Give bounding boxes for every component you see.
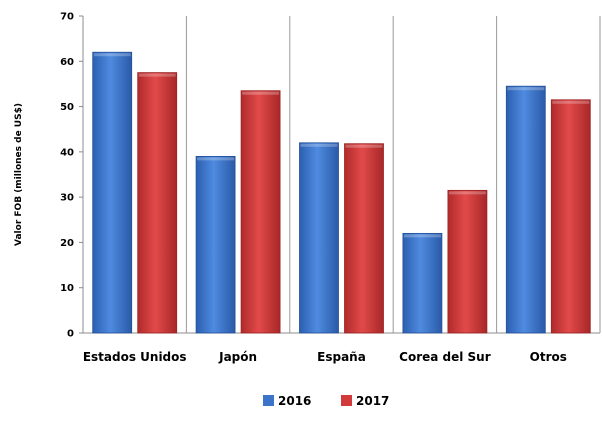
bar-2017-0 [137,72,178,334]
legend-label-2016: 2016 [278,394,311,408]
bar-highlight [93,53,131,57]
legend-label-2017: 2017 [356,394,389,408]
y-tick-label: 60 [60,57,74,68]
bar-highlight [197,157,235,161]
bar-highlight [242,91,280,95]
y-tick-label: 40 [60,147,74,158]
bar-2016-2 [299,142,339,334]
y-tick-label: 50 [60,102,74,113]
y-tick-label: 10 [60,283,74,294]
y-tick-label: 70 [60,12,74,23]
bar-2017-4 [550,99,591,334]
x-tick-label: Corea del Sur [399,350,491,364]
bar-2017-1 [240,90,281,334]
y-axis-title: Valor FOB (millones de US$) [14,103,24,246]
bar-highlight [300,143,338,147]
y-tick-label: 20 [60,238,74,249]
bar-2017-3 [447,189,488,334]
bar-highlight [345,144,383,148]
bar-2016-4 [505,85,546,334]
bar-highlight [507,87,545,91]
bar-highlight [138,73,176,77]
x-tick-label: Estados Unidos [83,350,187,364]
y-tick-label: 0 [67,329,74,340]
bar-2016-0 [92,51,133,334]
legend-swatch-2016 [263,395,274,406]
bar-highlight [552,100,590,104]
x-tick-label: España [317,350,366,364]
bar-highlight [403,234,441,238]
bar-2016-1 [195,155,236,334]
y-tick-label: 30 [60,193,74,204]
legend-swatch-2017 [341,395,352,406]
bar-2017-2 [344,143,384,334]
bar-2016-3 [402,232,443,334]
x-tick-label: Japón [218,350,257,364]
x-tick-label: Otros [530,350,567,364]
bar-highlight [448,191,486,195]
